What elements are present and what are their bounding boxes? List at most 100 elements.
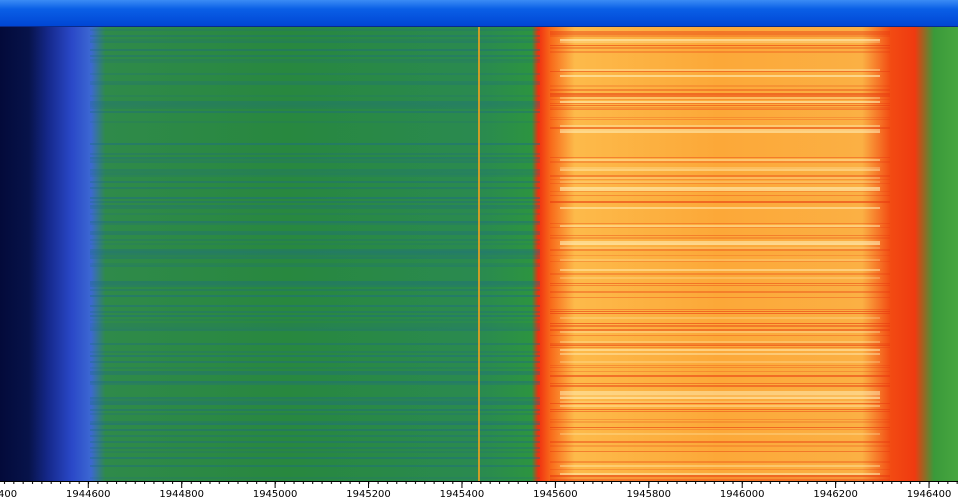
streak (550, 429, 890, 430)
streak (560, 473, 880, 475)
streak (90, 281, 540, 283)
tick-group: 1944400 1944600 1944800 1945000 1945200 19454… (0, 482, 951, 500)
streak (550, 311, 890, 312)
tick-label: 1946200 (813, 489, 858, 500)
streak (560, 159, 880, 161)
streak (550, 347, 890, 348)
streak (90, 255, 540, 257)
streak (90, 327, 540, 329)
streak (550, 119, 890, 120)
streak (90, 441, 540, 443)
streak (550, 445, 890, 447)
streak (550, 235, 890, 236)
streak (550, 261, 890, 262)
streak (550, 479, 890, 481)
streak (560, 69, 880, 71)
streak (550, 103, 890, 104)
streak (90, 399, 540, 401)
streak (90, 315, 540, 317)
streak (90, 447, 540, 449)
streak (90, 221, 540, 223)
streak (550, 35, 890, 37)
streak (560, 353, 880, 355)
streak (550, 179, 890, 180)
streak (550, 195, 890, 196)
streak (90, 265, 540, 267)
streak (550, 285, 890, 286)
streak (90, 257, 540, 259)
streak (560, 247, 880, 249)
streak (90, 153, 540, 155)
streak (90, 213, 540, 215)
streak (560, 225, 880, 227)
streak (550, 93, 890, 95)
streak (550, 335, 890, 336)
tick-label: 1945600 (533, 489, 578, 500)
streak (90, 175, 540, 177)
streak (90, 351, 540, 353)
streak (90, 323, 540, 325)
tick-label: 1945400 (440, 489, 485, 500)
streak (560, 39, 880, 41)
streak (550, 371, 890, 372)
streak (550, 109, 890, 110)
streak (560, 129, 880, 131)
streak (90, 103, 540, 105)
frequency-axis (0, 481, 958, 503)
streak (550, 343, 890, 345)
streak (550, 47, 890, 49)
streak (550, 191, 890, 192)
streak (90, 143, 540, 145)
streak (90, 477, 540, 479)
title-bar (0, 0, 958, 26)
streak (90, 263, 540, 265)
streak (90, 49, 540, 51)
streak (560, 405, 880, 407)
tick-label: 1946000 (720, 489, 765, 500)
streak (90, 325, 540, 327)
streak (90, 401, 540, 403)
streak (560, 243, 880, 245)
streak (550, 51, 890, 53)
streak (90, 121, 540, 123)
streak (90, 159, 540, 161)
streak (550, 117, 890, 118)
streak (550, 325, 890, 327)
streak (90, 285, 540, 287)
streak (560, 97, 880, 99)
streak (90, 305, 540, 307)
streak (550, 183, 890, 184)
streak (90, 435, 540, 437)
streak (550, 105, 890, 106)
streak (90, 409, 540, 411)
streak (550, 421, 890, 423)
streak (550, 461, 890, 463)
streak (550, 175, 890, 177)
streak (550, 107, 890, 109)
streak (550, 71, 890, 72)
streak (550, 161, 890, 163)
streak (560, 207, 880, 209)
streak (550, 469, 890, 470)
streak (560, 259, 880, 261)
carrier-line (478, 27, 480, 481)
streak (560, 349, 880, 351)
streak (90, 457, 540, 459)
streak (90, 201, 540, 203)
streak (90, 361, 540, 363)
tick-label: 1944600 (66, 489, 111, 500)
streak (90, 251, 540, 253)
tick-label: 1944400 (0, 489, 17, 500)
streak (550, 157, 890, 158)
streak (550, 385, 890, 387)
streak (90, 451, 540, 453)
tick-label: 1946400 (907, 489, 952, 500)
streak (90, 223, 540, 225)
streak (560, 395, 880, 397)
streak (550, 33, 890, 35)
streak (90, 81, 540, 83)
streak (550, 345, 890, 346)
streak (550, 411, 890, 412)
streak (90, 413, 540, 415)
